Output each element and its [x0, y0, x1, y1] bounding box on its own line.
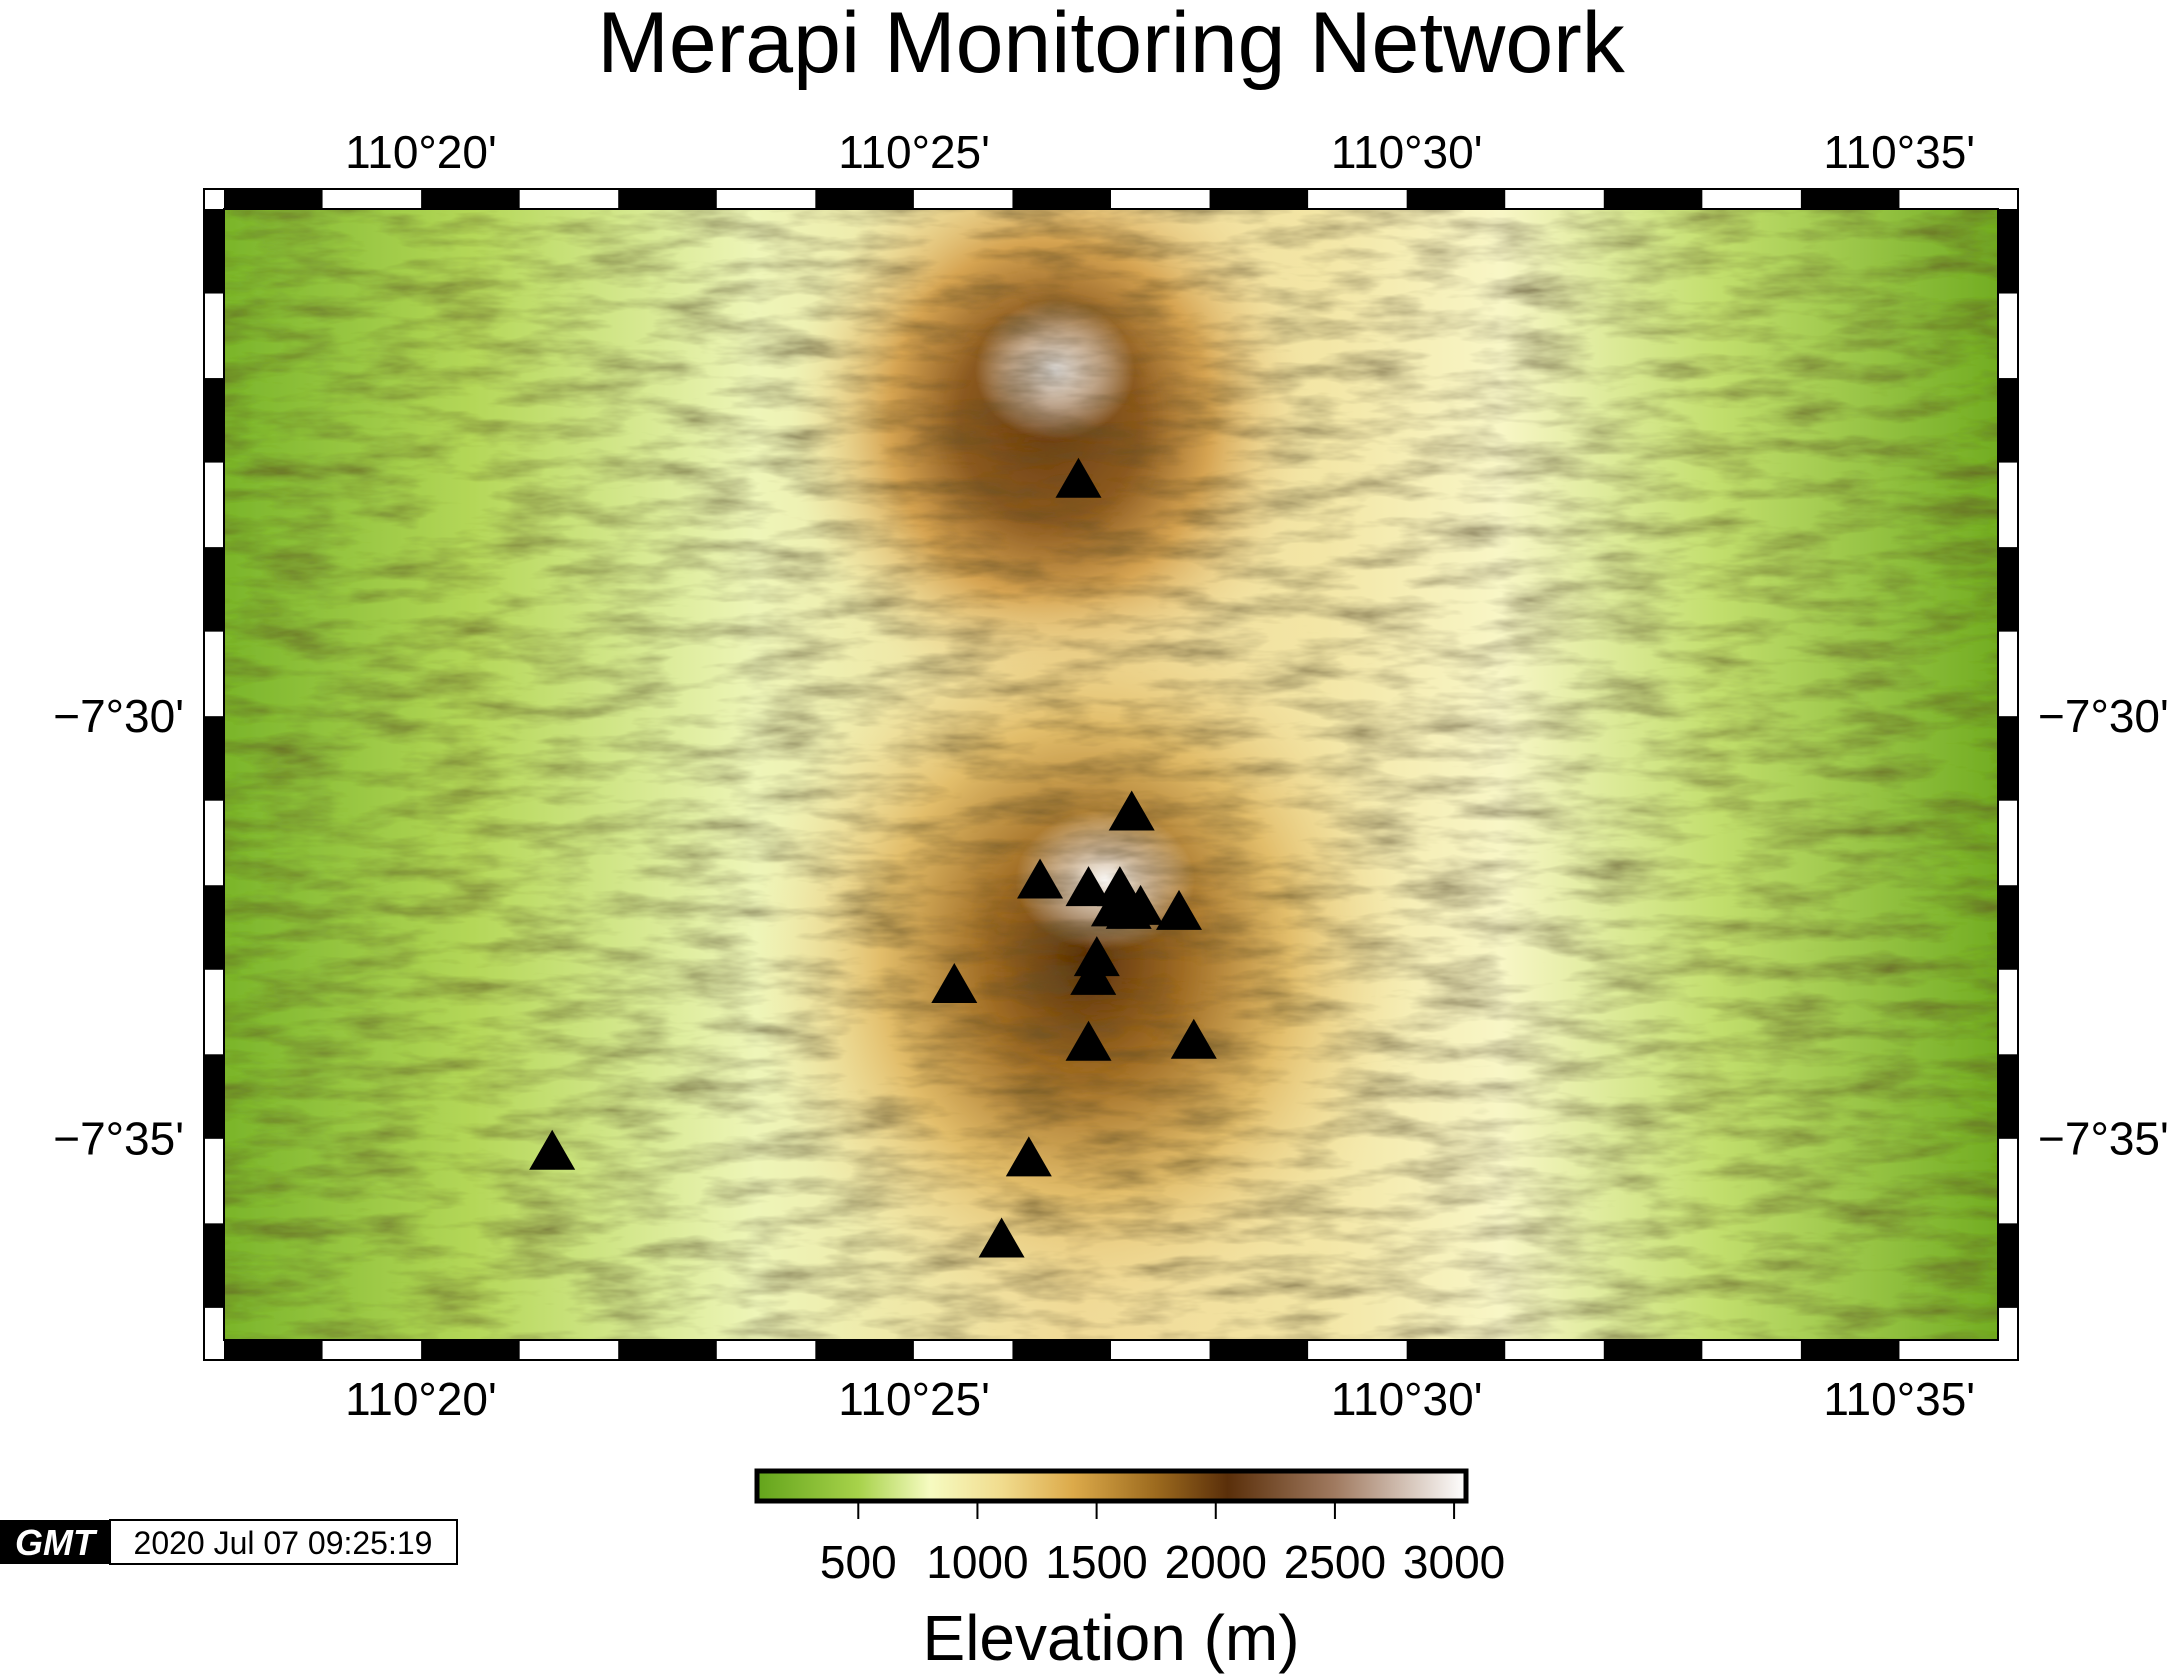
frame-segment-right — [1998, 209, 2018, 294]
station-triangle — [1170, 1018, 1217, 1059]
frame-segment-left — [204, 547, 224, 632]
frame-segment-bottom — [618, 1340, 717, 1360]
frame-segment-top — [815, 189, 914, 209]
station-triangle — [1117, 884, 1164, 925]
frame-segment-left — [204, 378, 224, 463]
frame-segment-left — [204, 716, 224, 801]
frame-segment-top — [1209, 189, 1309, 209]
frame-segment-right — [1998, 378, 2018, 463]
frame-segment-top — [224, 189, 323, 209]
colorbar-tick-label: 500 — [820, 1536, 897, 1588]
lat-tick-label-left: −7°35' — [53, 1113, 184, 1165]
station-triangle — [1065, 866, 1112, 907]
station-triangle — [1070, 954, 1117, 995]
frame-segment-bottom — [421, 1340, 520, 1360]
frame-segment-bottom — [224, 1340, 323, 1360]
lon-tick-label-bottom: 110°25' — [838, 1373, 990, 1425]
frame-segment-top — [421, 189, 520, 209]
lon-tick-label-top: 110°20' — [345, 126, 497, 178]
frame-segment-left — [204, 1223, 224, 1308]
station-triangle — [1156, 889, 1203, 930]
colorbar-tick-label: 2000 — [1165, 1536, 1267, 1588]
colorbar-tick-label: 1500 — [1045, 1536, 1147, 1588]
frame-segment-top — [1800, 189, 1900, 209]
axis-labels: 110°20' 110°20' 110°25' 110°25' 110°30' 110°3… — [53, 126, 2169, 1425]
lat-tick-label-left: −7°30' — [53, 690, 184, 742]
frame-segment-left — [204, 1054, 224, 1139]
frame-segment-bottom — [1406, 1340, 1506, 1360]
timestamp-text: 2020 Jul 07 09:25:19 — [134, 1525, 433, 1561]
station-triangle — [1065, 1020, 1112, 1061]
colorbar-ramp — [754, 1468, 1469, 1504]
merbabu-relief — [790, 209, 1310, 710]
station-triangle — [931, 962, 978, 1003]
colorbar-tick-label: 2500 — [1284, 1536, 1386, 1588]
frame-segment-top — [618, 189, 717, 209]
frame-segment-bottom — [1603, 1340, 1703, 1360]
gmt-logo-box — [0, 1520, 110, 1564]
colorbar-tick-label: 3000 — [1403, 1536, 1505, 1588]
elevation-colorbar: 500 1000 1500 2000 2500 3000 Elevation (m) — [754, 1468, 1505, 1674]
frame-segment-right — [1998, 716, 2018, 801]
station-triangle — [1073, 936, 1120, 977]
station-triangle — [529, 1129, 576, 1170]
frame-segment-bottom — [815, 1340, 914, 1360]
lon-tick-label-bottom: 110°20' — [345, 1373, 497, 1425]
station-triangle — [1055, 457, 1102, 498]
lon-tick-label-top: 110°30' — [1331, 126, 1483, 178]
station-triangle — [978, 1217, 1025, 1258]
lon-tick-label-top: 110°25' — [838, 126, 990, 178]
frame-segment-bottom — [1800, 1340, 1900, 1360]
frame-segment-left — [204, 209, 224, 294]
map-frame — [203, 188, 2019, 1361]
frame-segment-right — [1998, 1054, 2018, 1139]
timestamp-box — [109, 1519, 458, 1565]
frame-segment-right — [1998, 1223, 2018, 1308]
frame-segment-top — [1406, 189, 1506, 209]
frame-segment-left — [204, 885, 224, 970]
station-markers — [529, 457, 1217, 1258]
frame-segment-bottom — [1012, 1340, 1111, 1360]
frame-segment-top — [1012, 189, 1111, 209]
map-title: Merapi Monitoring Network — [597, 0, 1626, 91]
frame-segment-right — [1998, 885, 2018, 970]
lon-tick-label-bottom: 110°35' — [1823, 1373, 1975, 1425]
colorbar-tick-label: 1000 — [926, 1536, 1028, 1588]
lat-tick-label-right: −7°30' — [2038, 690, 2169, 742]
frame-segment-bottom — [1209, 1340, 1309, 1360]
gmt-logo: GMT — [15, 1522, 98, 1563]
station-triangle — [1108, 790, 1155, 831]
elevation-relief-map — [224, 209, 1998, 1340]
lon-tick-label-top: 110°35' — [1823, 126, 1975, 178]
station-triangle — [1017, 858, 1064, 899]
lat-tick-label-right: −7°35' — [2038, 1113, 2169, 1165]
station-triangle — [1005, 1136, 1052, 1177]
frame-segment-right — [1998, 547, 2018, 632]
colorbar-title: Elevation (m) — [923, 1602, 1300, 1674]
lon-tick-label-bottom: 110°30' — [1331, 1373, 1483, 1425]
frame-segment-top — [1603, 189, 1703, 209]
gmt-timestamp-stamp: GMT 2020 Jul 07 09:25:19 — [0, 1519, 458, 1565]
